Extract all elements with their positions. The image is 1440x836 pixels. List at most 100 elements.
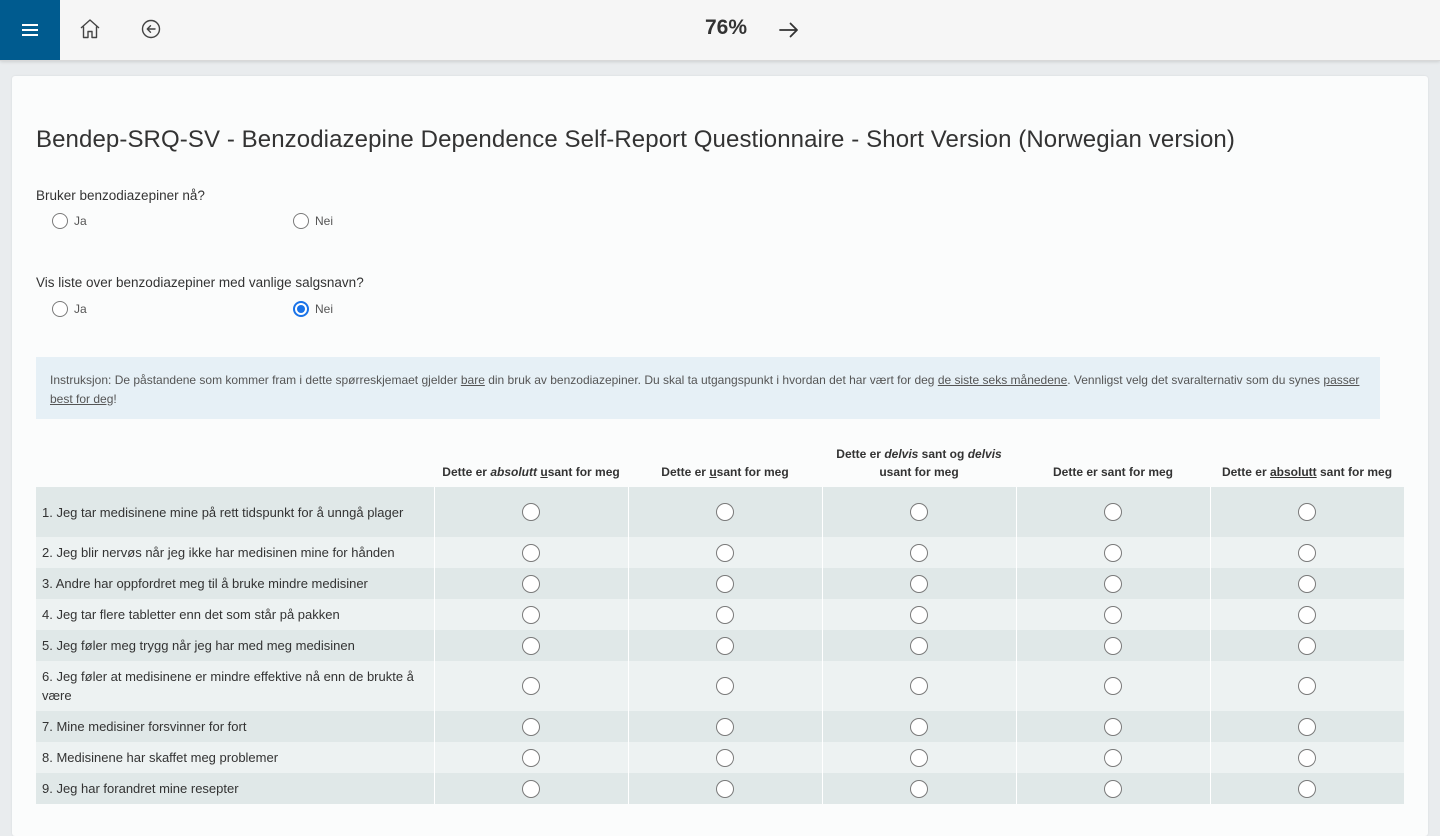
matrix-cell[interactable]	[433, 537, 628, 568]
radio-button[interactable]	[910, 636, 928, 655]
menu-button[interactable]	[0, 0, 60, 60]
radio-button[interactable]	[1104, 503, 1122, 521]
radio-button[interactable]	[1298, 717, 1317, 736]
matrix-cell[interactable]	[433, 711, 628, 742]
matrix-cell[interactable]	[627, 773, 822, 804]
radio-button[interactable]	[1104, 779, 1122, 798]
radio-button[interactable]	[1298, 779, 1317, 798]
option-uses-yes[interactable]: Ja	[52, 213, 87, 229]
matrix-cell[interactable]	[627, 599, 822, 630]
option-uses-no[interactable]: Nei	[293, 213, 333, 229]
matrix-cell[interactable]	[627, 630, 822, 661]
radio-button[interactable]	[522, 574, 540, 593]
radio-button[interactable]	[522, 605, 540, 624]
matrix-cell[interactable]	[1015, 661, 1210, 711]
matrix-cell[interactable]	[433, 742, 628, 773]
matrix-cell[interactable]	[1209, 742, 1404, 773]
matrix-cell[interactable]	[821, 487, 1016, 537]
radio-button[interactable]	[716, 717, 734, 736]
radio-button[interactable]	[716, 503, 734, 521]
matrix-cell[interactable]	[821, 568, 1016, 599]
matrix-cell[interactable]	[627, 487, 822, 537]
radio-button[interactable]	[910, 605, 928, 624]
matrix-cell[interactable]	[433, 630, 628, 661]
radio-button-selected[interactable]	[293, 301, 309, 317]
matrix-cell[interactable]	[1015, 568, 1210, 599]
option-show-list-no[interactable]: Nei	[293, 301, 333, 317]
radio-button[interactable]	[910, 574, 928, 593]
radio-button[interactable]	[910, 503, 928, 521]
radio-button[interactable]	[716, 543, 734, 562]
matrix-cell[interactable]	[627, 568, 822, 599]
matrix-cell[interactable]	[1209, 711, 1404, 742]
radio-button[interactable]	[522, 503, 540, 521]
radio-button[interactable]	[716, 636, 734, 655]
radio-button[interactable]	[52, 301, 68, 317]
radio-button[interactable]	[716, 677, 734, 695]
matrix-cell[interactable]	[1015, 711, 1210, 742]
radio-button[interactable]	[716, 574, 734, 593]
radio-button[interactable]	[1298, 605, 1317, 624]
matrix-cell[interactable]	[1209, 661, 1404, 711]
matrix-cell[interactable]	[627, 711, 822, 742]
matrix-cell[interactable]	[821, 773, 1016, 804]
radio-button[interactable]	[1298, 748, 1317, 767]
matrix-cell[interactable]	[1209, 568, 1404, 599]
matrix-cell[interactable]	[627, 742, 822, 773]
matrix-cell[interactable]	[821, 599, 1016, 630]
radio-button[interactable]	[1298, 574, 1317, 593]
radio-button[interactable]	[1104, 543, 1122, 562]
radio-button[interactable]	[52, 213, 68, 229]
radio-button[interactable]	[1298, 636, 1317, 655]
radio-button[interactable]	[1104, 748, 1122, 767]
matrix-cell[interactable]	[1015, 630, 1210, 661]
radio-button[interactable]	[910, 543, 928, 562]
matrix-cell[interactable]	[1015, 537, 1210, 568]
radio-button[interactable]	[1298, 503, 1317, 521]
matrix-cell[interactable]	[627, 661, 822, 711]
matrix-cell[interactable]	[821, 742, 1016, 773]
radio-button[interactable]	[1104, 636, 1122, 655]
matrix-cell[interactable]	[627, 537, 822, 568]
radio-button[interactable]	[1298, 543, 1317, 562]
radio-button[interactable]	[1104, 717, 1122, 736]
radio-button[interactable]	[1104, 574, 1122, 593]
radio-button[interactable]	[716, 748, 734, 767]
radio-button[interactable]	[293, 213, 309, 229]
matrix-cell[interactable]	[433, 487, 628, 537]
radio-button[interactable]	[716, 605, 734, 624]
next-button[interactable]	[776, 17, 802, 43]
radio-button[interactable]	[522, 677, 540, 695]
radio-button[interactable]	[522, 779, 540, 798]
matrix-cell[interactable]	[1209, 599, 1404, 630]
back-button[interactable]	[139, 17, 163, 41]
matrix-cell[interactable]	[821, 661, 1016, 711]
matrix-cell[interactable]	[433, 661, 628, 711]
matrix-cell[interactable]	[1015, 487, 1210, 537]
radio-button[interactable]	[522, 543, 540, 562]
matrix-cell[interactable]	[1209, 537, 1404, 568]
home-button[interactable]	[78, 17, 102, 41]
matrix-cell[interactable]	[1209, 487, 1404, 537]
radio-button[interactable]	[716, 779, 734, 798]
matrix-cell[interactable]	[821, 711, 1016, 742]
matrix-cell[interactable]	[1015, 742, 1210, 773]
radio-button[interactable]	[910, 677, 928, 695]
matrix-cell[interactable]	[1209, 630, 1404, 661]
radio-button[interactable]	[1298, 677, 1317, 695]
radio-button[interactable]	[522, 748, 540, 767]
radio-button[interactable]	[910, 779, 928, 798]
radio-button[interactable]	[1104, 605, 1122, 624]
matrix-cell[interactable]	[433, 568, 628, 599]
radio-button[interactable]	[910, 717, 928, 736]
option-show-list-yes[interactable]: Ja	[52, 301, 87, 317]
matrix-cell[interactable]	[1209, 773, 1404, 804]
matrix-cell[interactable]	[433, 773, 628, 804]
matrix-cell[interactable]	[1015, 773, 1210, 804]
matrix-cell[interactable]	[821, 630, 1016, 661]
matrix-cell[interactable]	[821, 537, 1016, 568]
radio-button[interactable]	[522, 636, 540, 655]
radio-button[interactable]	[1104, 677, 1122, 695]
matrix-cell[interactable]	[1015, 599, 1210, 630]
matrix-cell[interactable]	[433, 599, 628, 630]
